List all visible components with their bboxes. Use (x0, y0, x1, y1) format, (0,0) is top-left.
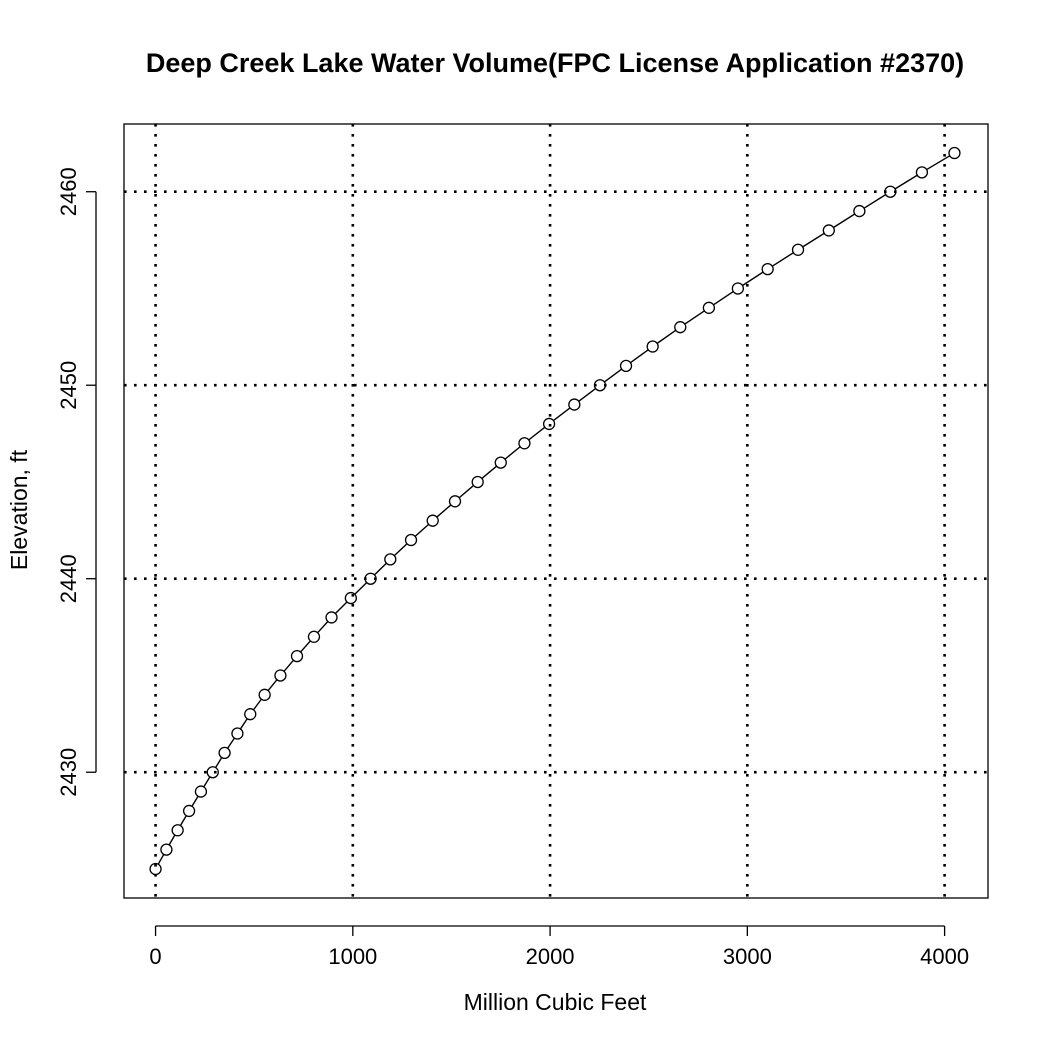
data-point (884, 185, 897, 198)
data-point (593, 379, 607, 392)
series-segment (894, 174, 918, 190)
chart-title: Deep Creek Lake Water Volume(FPC License… (146, 48, 964, 78)
series-segment (317, 621, 329, 634)
x-tick-label-3000: 3000 (723, 944, 772, 969)
data-point (290, 649, 304, 663)
y-axis-label: Elevation, ft (6, 449, 32, 570)
data-point (542, 417, 556, 431)
data-point (364, 572, 377, 585)
series-segment (656, 329, 677, 344)
data-point (274, 669, 287, 682)
x-tick-label-1000: 1000 (328, 944, 377, 969)
data-point (206, 766, 219, 779)
series-segment (481, 465, 498, 479)
data-point (384, 553, 397, 566)
data-point (471, 475, 484, 489)
data-point (307, 630, 321, 643)
series-segment (578, 387, 597, 402)
data-point (448, 495, 462, 508)
series-segment (283, 659, 294, 672)
data-point (822, 224, 835, 237)
series-segment (771, 252, 794, 267)
data-point (325, 611, 338, 624)
y-tick-label-2460: 2460 (56, 167, 81, 216)
series-segment (926, 155, 951, 171)
series-segment (713, 290, 734, 306)
x-tick-label-0: 0 (149, 944, 161, 969)
y-tick-label-2450: 2450 (56, 361, 81, 410)
series-segment (227, 737, 235, 749)
series-segment (553, 407, 571, 422)
series-segment (354, 582, 368, 595)
series-segment (374, 562, 387, 576)
data-point (646, 340, 659, 353)
series-segment (334, 601, 348, 615)
data-point (915, 166, 929, 179)
series-segment (603, 368, 623, 383)
data-point (853, 204, 866, 218)
data-point (244, 708, 257, 721)
series-segment (393, 543, 408, 557)
series-segment (802, 232, 825, 248)
data-point (171, 824, 184, 837)
series-segment (742, 271, 764, 287)
data-point (231, 727, 244, 740)
series-segment (504, 446, 521, 460)
data-point (619, 359, 633, 373)
data-point (494, 456, 507, 469)
series-segment (215, 757, 223, 768)
x-axis: 0 1000 2000 3000 4000 (149, 925, 969, 969)
plot-frame (123, 123, 989, 899)
series-segment (179, 815, 187, 826)
data-point (791, 243, 805, 256)
y-tick-label-2440: 2440 (56, 554, 81, 603)
series-segment (630, 349, 649, 364)
series-segment (833, 213, 856, 229)
data-point (948, 146, 961, 160)
data-point (674, 321, 687, 334)
series-layer (149, 146, 961, 876)
series-segment (168, 834, 176, 846)
data-point (160, 843, 173, 856)
data-point (182, 804, 196, 818)
data-point (404, 533, 418, 547)
grid-lines (124, 124, 988, 898)
x-axis-label: Million Cubic Feet (464, 989, 647, 1015)
series-segment (239, 718, 248, 730)
data-point (149, 862, 162, 876)
y-axis: 2430 2440 2450 2460 (56, 167, 97, 797)
data-point (218, 746, 231, 760)
data-point (258, 688, 271, 701)
series-segment (300, 640, 311, 653)
data-point (344, 591, 357, 605)
data-point (518, 437, 531, 450)
series-segment (458, 485, 474, 499)
x-tick-label-4000: 4000 (920, 944, 969, 969)
series-segment (684, 310, 705, 325)
x-tick-label-2000: 2000 (526, 944, 575, 969)
series-segment (203, 776, 211, 788)
data-point (731, 282, 745, 295)
series-segment (436, 504, 452, 518)
data-point (702, 301, 716, 314)
series-segment (191, 795, 199, 807)
series-segment (252, 698, 262, 711)
series-segment (863, 194, 887, 209)
data-point (194, 785, 208, 798)
series-segment (267, 679, 278, 692)
data-point (568, 398, 581, 411)
y-tick-label-2430: 2430 (56, 748, 81, 797)
series-segment (528, 426, 546, 441)
data-point (761, 262, 774, 276)
data-point (426, 514, 439, 527)
series-segment (157, 854, 165, 865)
series-segment (414, 523, 430, 537)
